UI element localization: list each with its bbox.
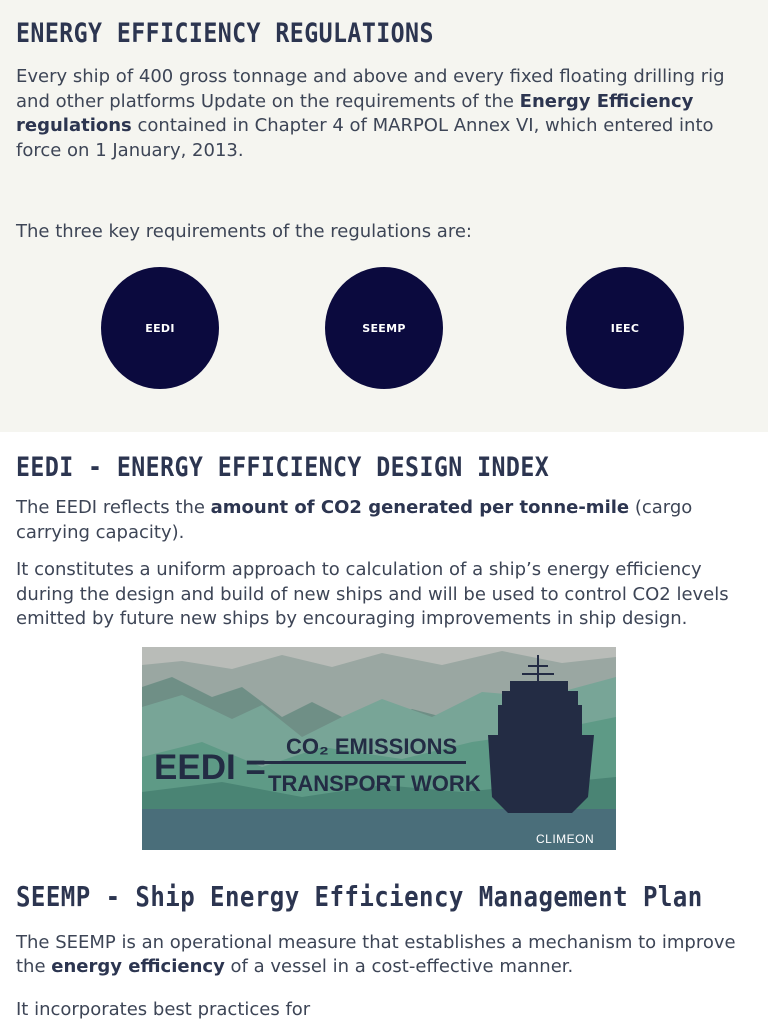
formula-fraction-line bbox=[264, 760, 466, 764]
formula-lhs: EEDI = bbox=[154, 748, 266, 787]
seemp-p1-end: of a vessel in a cost-effective manner. bbox=[224, 956, 574, 977]
eedi-section: EEDI - ENERGY EFFICIENCY DESIGN INDEX Th… bbox=[0, 432, 768, 850]
seemp-section: SEEMP - Ship Energy Efficiency Managemen… bbox=[0, 850, 768, 1023]
regulations-intro: Every ship of 400 gross tonnage and abov… bbox=[16, 65, 752, 163]
formula-denominator: TRANSPORT WORK bbox=[268, 771, 481, 796]
eedi-p1-bold: amount of CO2 generated per tonne-mile bbox=[210, 497, 630, 518]
formula-numerator: CO₂ EMISSIONS bbox=[286, 734, 457, 759]
eedi-formula-banner: EEDI = CO₂ EMISSIONS TRANSPORT WORK CLIM… bbox=[142, 646, 616, 850]
climeon-logo: CLIMEON bbox=[536, 832, 594, 846]
seemp-title: SEEMP - Ship Energy Efficiency Managemen… bbox=[16, 879, 703, 913]
intro-text-bold: Energy Efficiency regulations bbox=[16, 90, 694, 137]
requirement-circle-eedi[interactable]: EEDI bbox=[101, 267, 219, 389]
requirements-circles: EEDI SEEMP IEEC bbox=[0, 267, 768, 389]
eedi-p1-end: (cargo carrying capacity). bbox=[16, 497, 693, 543]
eedi-paragraph-2: It constitutes a uniform approach to cal… bbox=[16, 559, 729, 629]
seemp-p1-bold: energy efficiency bbox=[51, 956, 225, 977]
requirement-circle-seemp[interactable]: SEEMP bbox=[325, 267, 443, 389]
regulations-section: ENERGY EFFICIENCY REGULATIONS Every ship… bbox=[0, 0, 768, 432]
eedi-title: EEDI - ENERGY EFFICIENCY DESIGN INDEX bbox=[16, 452, 550, 483]
eedi-p1-start: The EEDI reflects the bbox=[16, 497, 211, 518]
seemp-p1-start: The SEEMP is an operational measure that… bbox=[16, 931, 736, 978]
requirement-circle-ieec[interactable]: IEEC bbox=[566, 267, 684, 389]
key-requirements-text: The three key requirements of the regula… bbox=[16, 221, 472, 242]
regulations-title: ENERGY EFFICIENCY REGULATIONS bbox=[16, 18, 434, 49]
intro-text-start: Every ship of 400 gross tonnage and abov… bbox=[16, 66, 725, 112]
seemp-paragraph-1: The SEEMP is an operational measure that… bbox=[16, 931, 752, 980]
eedi-paragraph-1: The EEDI reflects the amount of CO2 gene… bbox=[16, 496, 752, 545]
seemp-paragraph-2: It incorporates best practices for bbox=[16, 998, 311, 1020]
intro-text-end: contained in Chapter 4 of MARPOL Annex V… bbox=[16, 115, 714, 161]
